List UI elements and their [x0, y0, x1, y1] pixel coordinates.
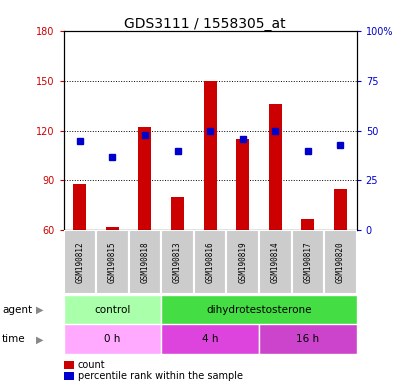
Bar [291, 230, 324, 294]
Bar [171, 197, 184, 230]
Text: GSM190816: GSM190816 [205, 241, 214, 283]
Bar [268, 104, 281, 230]
Text: 0 h: 0 h [104, 334, 120, 344]
Bar [226, 230, 258, 294]
Text: GSM190818: GSM190818 [140, 241, 149, 283]
Text: count: count [78, 360, 105, 370]
Text: GSM190819: GSM190819 [238, 241, 247, 283]
Text: 4 h: 4 h [201, 334, 218, 344]
Bar [73, 184, 86, 230]
Bar [161, 324, 258, 354]
Text: ▶: ▶ [36, 305, 44, 314]
Text: GSM190814: GSM190814 [270, 241, 279, 283]
Bar [128, 230, 161, 294]
Bar [63, 230, 96, 294]
Text: agent: agent [2, 305, 32, 314]
Bar [63, 295, 161, 324]
Text: GSM190815: GSM190815 [108, 241, 117, 283]
Text: time: time [2, 334, 26, 344]
Bar [236, 139, 249, 230]
Bar [258, 230, 291, 294]
Bar [63, 324, 161, 354]
Text: ▶: ▶ [36, 334, 44, 344]
Text: control: control [94, 305, 130, 314]
Text: percentile rank within the sample: percentile rank within the sample [78, 371, 242, 381]
Text: GSM190813: GSM190813 [173, 241, 182, 283]
Text: GSM190812: GSM190812 [75, 241, 84, 283]
Text: 16 h: 16 h [296, 334, 319, 344]
Text: GDS3111 / 1558305_at: GDS3111 / 1558305_at [124, 17, 285, 31]
Bar [301, 219, 314, 230]
Text: dihydrotestosterone: dihydrotestosterone [206, 305, 311, 314]
Bar [258, 324, 356, 354]
Bar [333, 189, 346, 230]
Bar [193, 230, 226, 294]
Bar [138, 127, 151, 230]
Bar [203, 81, 216, 230]
Bar [161, 295, 356, 324]
Bar [324, 230, 356, 294]
Bar [96, 230, 128, 294]
Bar [161, 230, 193, 294]
Bar [106, 227, 119, 230]
Text: GSM190820: GSM190820 [335, 241, 344, 283]
Text: GSM190817: GSM190817 [303, 241, 312, 283]
